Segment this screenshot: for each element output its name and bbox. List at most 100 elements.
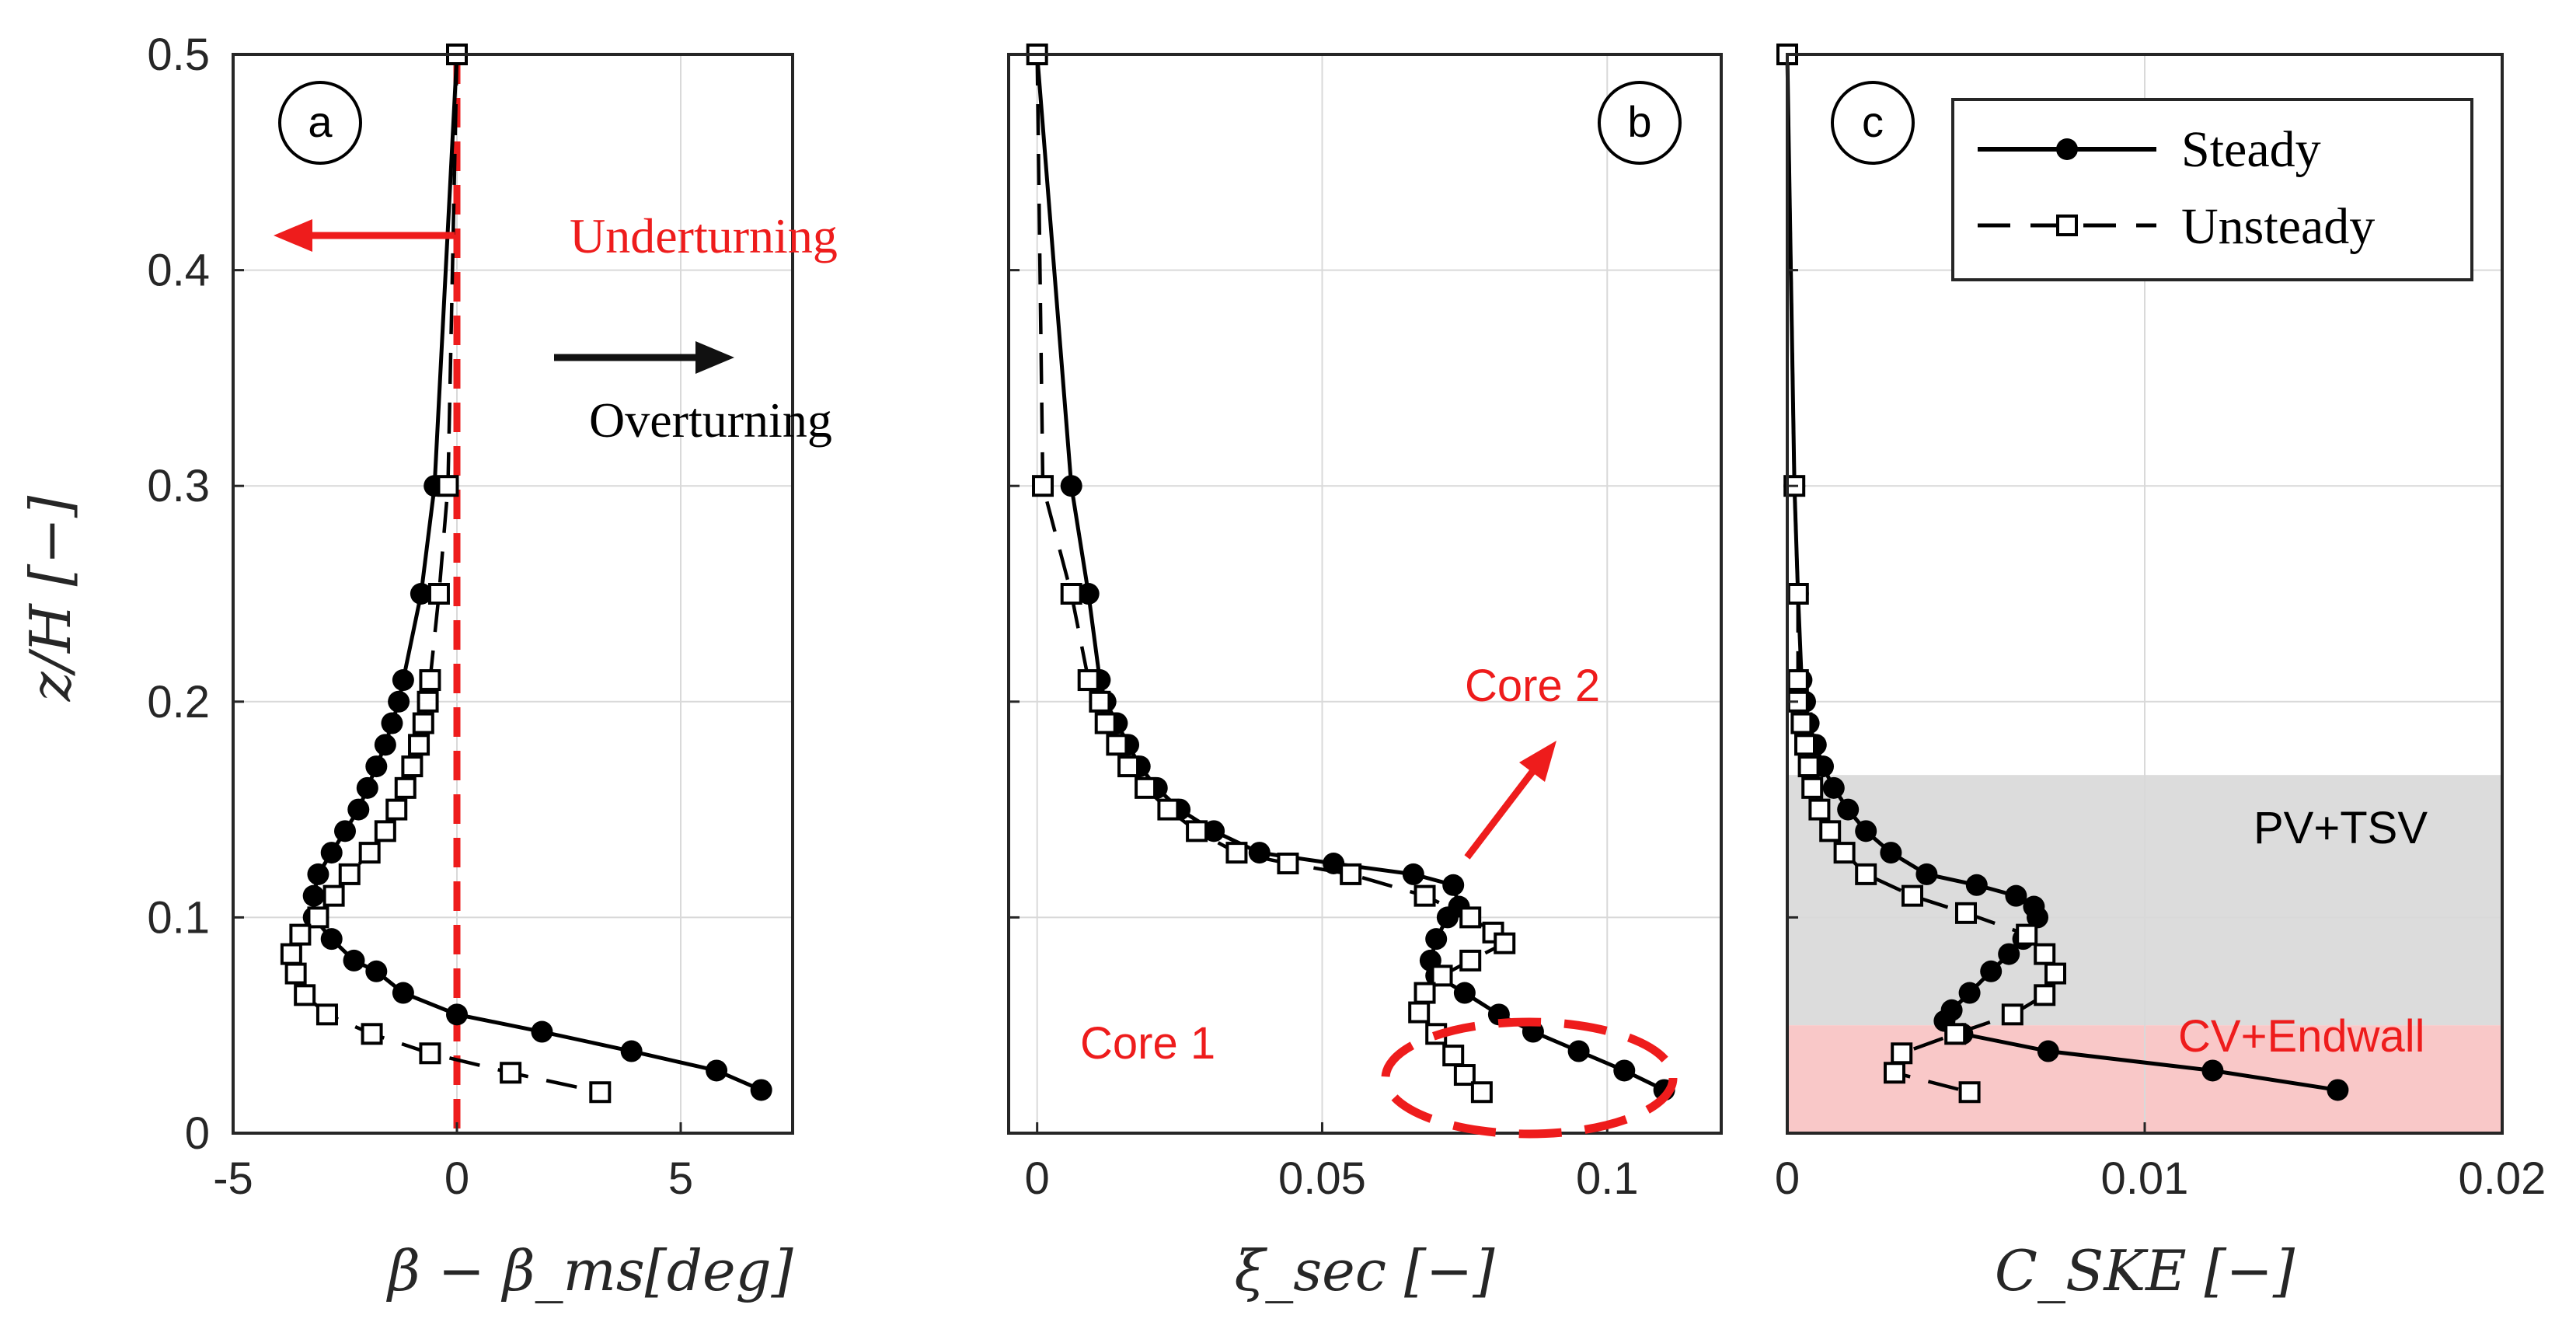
panel-c-unsteady-point xyxy=(2001,1003,2024,1026)
panel-a-unsteady-point xyxy=(358,842,381,864)
panel-b-xtick-label: 0.05 xyxy=(1278,1153,1366,1204)
panel-a-unsteady-point xyxy=(361,1023,383,1045)
panel-c-unsteady-point xyxy=(1833,842,1856,864)
panel-b-steady-point xyxy=(1436,906,1459,929)
panel-b-steady-point xyxy=(1453,982,1476,1004)
panel-c-unsteady-point xyxy=(1786,669,1809,692)
panel-c-steady-point xyxy=(1965,874,1988,896)
panel-b-frame xyxy=(1007,53,1723,1135)
panel-c: 0 0.01 0.02 C_SKE [−] c PV+TSV CV+Endwall … xyxy=(1775,44,2546,1303)
panel-b-unsteady-point xyxy=(1106,734,1128,756)
panel-a-unsteady-point xyxy=(315,1003,338,1026)
panel-c-steady-point xyxy=(2327,1079,2349,1101)
panel-a-steady-point xyxy=(531,1020,553,1043)
panel-a: -5 0 5 00.10.20.30.40.5 β − β_ms[deg] a Un… xyxy=(147,30,837,1303)
panel-c-xticks: 0 0.01 0.02 xyxy=(1775,53,2546,1204)
panel-a-steady-point xyxy=(388,690,410,713)
panel-b-unsteady-point xyxy=(1060,583,1082,605)
core2-label: Core 2 xyxy=(1465,661,1600,711)
panel-a-steady-point xyxy=(381,712,403,734)
panel-a-steady-point xyxy=(347,798,370,821)
panel-c-unsteady-point xyxy=(1884,1062,1905,1084)
panel-a-steady-point xyxy=(365,960,388,982)
panel-b-unsteady-point xyxy=(1340,863,1362,885)
panel-c-unsteady-point xyxy=(1819,820,1842,842)
panel-a-unsteady-point xyxy=(289,923,312,946)
panel-a-series xyxy=(280,44,772,1104)
core1-label: Core 1 xyxy=(1080,1018,1215,1069)
panel-c-steady-point xyxy=(1855,820,1877,842)
panel-a-unsteady-point xyxy=(419,1042,441,1065)
panel-c-unsteady-point xyxy=(2016,923,2038,946)
panel-b-unsteady-point xyxy=(1032,475,1054,497)
panel-b: 0 0.05 0.1 ξ_sec [−] b Core 1 Core 2 xyxy=(1007,44,1723,1303)
panel-a-ytick-label: 0.3 xyxy=(147,461,210,511)
underturning-arrowhead xyxy=(274,219,312,252)
panel-a-xticks: -5 0 5 xyxy=(213,53,693,1204)
panel-c-xtick-label: 0.01 xyxy=(2101,1153,2189,1204)
panel-c-unsteady-point xyxy=(2034,984,2056,1006)
panel-b-unsteady-point xyxy=(1089,690,1111,713)
panel-c-unsteady-point xyxy=(1944,1023,1967,1045)
panel-c-xtick-label: 0.02 xyxy=(2459,1153,2546,1204)
panel-b-steady-point xyxy=(1567,1040,1590,1062)
overturning-label: Overturning xyxy=(589,392,832,448)
core2-arrow xyxy=(1464,769,1535,860)
panel-c-steady-point xyxy=(2037,1040,2059,1062)
panel-b-steady-point xyxy=(1442,874,1465,896)
panel-c-unsteady-point xyxy=(1958,1081,1981,1104)
panel-a-ytick-label: 0.5 xyxy=(147,30,210,80)
panel-b-unsteady-point xyxy=(1186,820,1208,842)
overturning-arrowhead xyxy=(695,341,734,374)
legend: Steady Unsteady xyxy=(1951,98,2473,281)
panel-a-tag-circle xyxy=(278,81,362,165)
panel-a-unsteady-point xyxy=(374,820,396,842)
panel-a-unsteady-point xyxy=(394,776,417,799)
panel-b-unsteady-point xyxy=(1157,798,1180,821)
panel-c-unsteady-point xyxy=(1797,755,1820,778)
panel-c-xtick-label: 0 xyxy=(1775,1153,1800,1204)
panel-b-steady-point xyxy=(1077,583,1100,605)
panel-c-steady-point xyxy=(1915,863,1938,885)
panel-b-steady-point xyxy=(1425,928,1448,951)
panel-c-unsteady-point xyxy=(1790,712,1813,734)
panel-c-tag: c xyxy=(1862,97,1884,146)
panel-b-xtick-label: 0.1 xyxy=(1576,1153,1639,1204)
y-axis-title: z/H [−] xyxy=(18,495,83,702)
panel-c-unsteady-point xyxy=(1955,902,1977,924)
panel-c-steady-point xyxy=(1822,776,1845,799)
panel-a-xtick-label: 0 xyxy=(444,1153,469,1204)
panel-a-steady-point xyxy=(392,669,414,692)
panel-a-ytick-label: 0.1 xyxy=(147,892,210,943)
panel-a-steady-point xyxy=(410,583,432,605)
panel-b-unsteady-point xyxy=(1077,669,1100,692)
panel-b-unsteady-point xyxy=(1459,906,1482,929)
panel-b-steady-point xyxy=(1613,1059,1636,1082)
band-cv-endwall-label: CV+Endwall xyxy=(2178,1011,2425,1062)
panel-b-steady-point xyxy=(1060,475,1082,497)
panel-b-tag: b xyxy=(1627,97,1651,146)
panel-a-unsteady-point xyxy=(412,712,434,734)
panel-c-steady-point xyxy=(1998,943,2020,965)
panel-a-unsteady-point xyxy=(500,1062,522,1084)
panel-c-unsteady-point xyxy=(2044,962,2066,985)
panel-b-steady-point xyxy=(1203,820,1225,842)
panel-b-unsteady-point xyxy=(1408,1001,1431,1024)
panel-c-x-axis-title: C_SKE [−] xyxy=(1995,1238,2295,1303)
legend-steady-marker xyxy=(2056,138,2078,160)
panel-a-unsteady-point xyxy=(294,984,316,1006)
panel-a-steady-point xyxy=(356,776,378,799)
panel-a-unsteady-point xyxy=(322,884,345,907)
panel-a-steady-point xyxy=(392,982,414,1004)
panel-c-steady-point xyxy=(1980,960,2003,982)
panel-c-unsteady-point xyxy=(1891,1042,1913,1065)
panel-a-unsteady-point xyxy=(401,755,424,778)
panel-a-x-axis-title: β − β_ms[deg] xyxy=(385,1238,793,1303)
panel-a-unsteady-point xyxy=(417,690,439,713)
legend-unsteady-label: Unsteady xyxy=(2181,198,2375,255)
panel-a-unsteady-point xyxy=(589,1081,612,1104)
panel-b-tag-circle xyxy=(1598,81,1682,165)
panel-c-steady-point xyxy=(2201,1059,2224,1082)
panel-a-unsteady-point xyxy=(280,943,302,965)
